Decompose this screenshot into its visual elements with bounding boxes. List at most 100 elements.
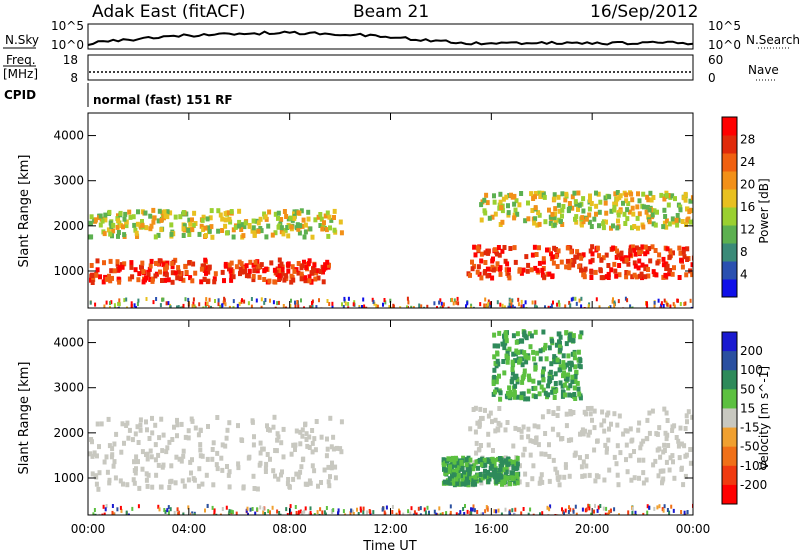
data-cell bbox=[633, 263, 638, 269]
data-cell bbox=[690, 414, 693, 420]
data-cell bbox=[326, 233, 331, 239]
data-cell bbox=[208, 215, 213, 221]
data-cell bbox=[552, 192, 557, 198]
data-cell bbox=[455, 480, 460, 486]
data-cell bbox=[332, 227, 337, 233]
data-cell bbox=[598, 199, 603, 205]
data-cell bbox=[322, 220, 326, 226]
data-cell bbox=[285, 225, 290, 230]
data-cell bbox=[489, 304, 492, 308]
data-cell bbox=[657, 446, 662, 452]
data-cell bbox=[104, 276, 109, 282]
data-cell bbox=[344, 301, 347, 306]
data-cell bbox=[329, 217, 334, 223]
data-cell bbox=[428, 510, 430, 515]
data-cell bbox=[497, 373, 501, 379]
data-cell bbox=[329, 465, 334, 471]
data-cell bbox=[160, 278, 164, 283]
data-cell bbox=[581, 196, 586, 202]
data-cell bbox=[236, 303, 239, 308]
data-cell bbox=[331, 301, 334, 306]
data-cell bbox=[624, 198, 629, 204]
data-cell bbox=[306, 209, 311, 215]
data-cell bbox=[632, 247, 637, 253]
data-cell bbox=[493, 360, 498, 366]
data-cell bbox=[499, 478, 504, 484]
data-cell bbox=[571, 333, 576, 339]
data-cell bbox=[483, 473, 488, 479]
data-cell bbox=[252, 232, 257, 238]
data-cell bbox=[223, 223, 228, 229]
data-cell bbox=[283, 227, 288, 233]
data-cell bbox=[164, 449, 169, 455]
data-cell bbox=[454, 468, 459, 473]
data-cell bbox=[548, 220, 553, 226]
data-cell bbox=[472, 463, 477, 469]
data-cell bbox=[309, 305, 312, 308]
y-tick-label: 3000 bbox=[53, 174, 84, 188]
data-cell bbox=[306, 261, 311, 266]
data-cell bbox=[578, 334, 583, 340]
data-cell bbox=[98, 222, 103, 228]
data-cell bbox=[188, 459, 193, 465]
data-cell bbox=[88, 451, 93, 457]
data-cell bbox=[498, 396, 503, 402]
data-cell bbox=[177, 456, 182, 462]
data-cell bbox=[567, 473, 572, 479]
data-cell bbox=[661, 468, 666, 474]
data-cell bbox=[158, 269, 162, 275]
data-cell bbox=[269, 298, 271, 303]
data-cell bbox=[131, 477, 136, 483]
data-cell bbox=[243, 299, 246, 304]
data-cell bbox=[419, 506, 422, 511]
data-cell bbox=[406, 296, 409, 301]
data-cell bbox=[688, 447, 693, 452]
data-cell bbox=[576, 207, 580, 212]
data-cell bbox=[533, 366, 538, 372]
colorbar-swatch bbox=[722, 117, 737, 136]
data-cell bbox=[301, 456, 306, 462]
data-cell bbox=[523, 353, 528, 359]
data-cell bbox=[543, 451, 548, 457]
data-cell bbox=[678, 207, 683, 213]
colorbar-swatch bbox=[722, 189, 737, 208]
data-cell bbox=[674, 217, 679, 223]
data-cell bbox=[175, 417, 179, 423]
data-cell bbox=[525, 482, 530, 488]
data-cell bbox=[198, 442, 203, 448]
data-cell bbox=[675, 213, 680, 218]
data-cell bbox=[565, 258, 570, 264]
data-cell bbox=[515, 455, 520, 461]
data-cell bbox=[198, 427, 203, 433]
colorbar-tick-label: -15 bbox=[740, 421, 760, 435]
data-cell bbox=[522, 368, 527, 374]
data-cell bbox=[111, 228, 116, 234]
data-cell bbox=[156, 452, 161, 458]
data-cell bbox=[206, 225, 210, 231]
data-cell bbox=[631, 211, 636, 217]
data-cell bbox=[158, 507, 161, 512]
data-cell bbox=[479, 443, 483, 448]
data-cell bbox=[383, 298, 386, 302]
data-cell bbox=[157, 504, 160, 509]
data-cell bbox=[672, 302, 675, 307]
data-cell bbox=[125, 510, 128, 515]
data-cell bbox=[688, 219, 693, 225]
data-cell bbox=[569, 249, 574, 255]
data-cell bbox=[282, 277, 287, 283]
data-cell bbox=[688, 460, 693, 466]
data-cell bbox=[237, 219, 242, 225]
data-cell bbox=[438, 300, 441, 305]
data-cell bbox=[526, 355, 531, 361]
data-cell bbox=[294, 505, 297, 509]
data-cell bbox=[593, 509, 595, 514]
data-cell bbox=[500, 512, 503, 515]
data-cell bbox=[343, 296, 346, 301]
data-cell bbox=[637, 246, 642, 252]
data-cell bbox=[649, 197, 654, 203]
data-cell bbox=[634, 510, 637, 515]
data-cell bbox=[624, 457, 628, 463]
data-cell bbox=[475, 420, 480, 426]
data-cell bbox=[632, 224, 637, 229]
data-cell bbox=[327, 214, 332, 220]
